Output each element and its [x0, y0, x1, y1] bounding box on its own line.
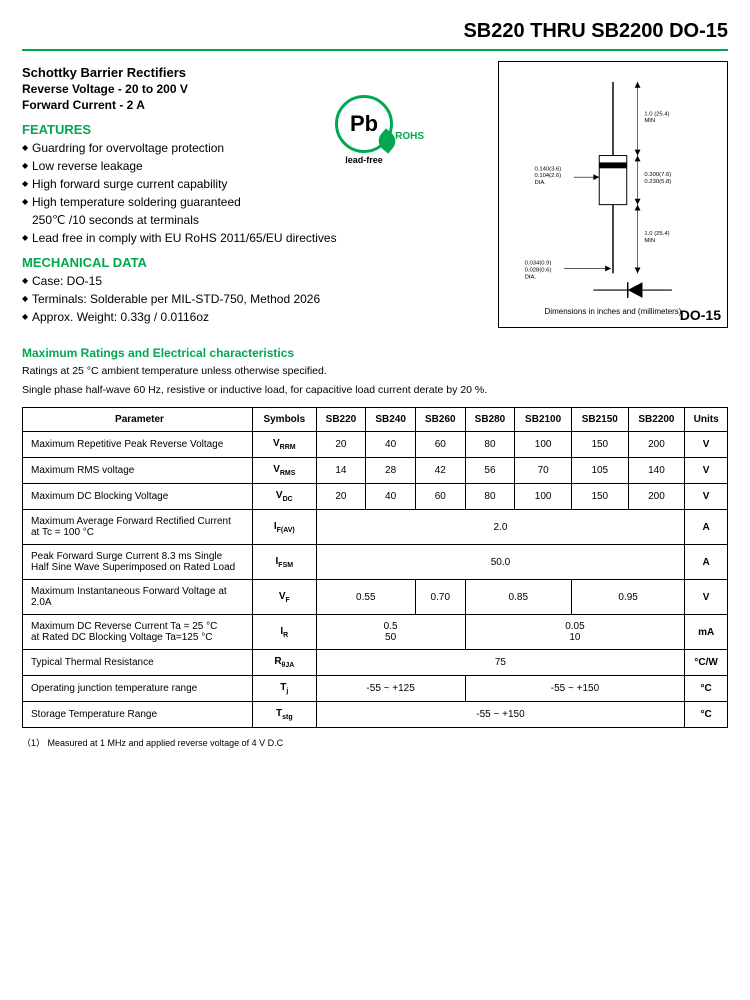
- svg-text:0.300(7.6): 0.300(7.6): [644, 172, 671, 178]
- table-header-row: Parameter Symbols SB220 SB240 SB260 SB28…: [23, 408, 728, 432]
- feature-item: Lead free in comply with EU RoHS 2011/65…: [22, 231, 488, 245]
- table-row: Operating junction temperature rangeTj-5…: [23, 676, 728, 702]
- table-row: Typical Thermal ResistanceRθJA75°C/W: [23, 650, 728, 676]
- left-column: Schottky Barrier Rectifiers Reverse Volt…: [22, 61, 488, 328]
- rohs-symbol: Pb: [350, 111, 378, 137]
- feature-item: 250℃ /10 seconds at terminals: [22, 213, 488, 227]
- col-sb240: SB240: [366, 408, 416, 432]
- col-units: Units: [685, 408, 728, 432]
- table-body: Maximum Repetitive Peak Reverse VoltageV…: [23, 432, 728, 728]
- footnote: （1） Measured at 1 MHz and applied revers…: [22, 736, 728, 749]
- col-sb2100: SB2100: [515, 408, 572, 432]
- col-sb280: SB280: [465, 408, 515, 432]
- mech-item: Case: DO-15: [22, 274, 488, 288]
- table-note-2: Single phase half-wave 60 Hz, resistive …: [22, 383, 728, 398]
- rohs-icon: Pb ROHS: [335, 95, 393, 153]
- table-row: Maximum DC Reverse Current Ta = 25 °Cat …: [23, 615, 728, 650]
- dim-top-2: MIN: [644, 118, 655, 124]
- feature-item: Low reverse leakage: [22, 159, 488, 173]
- col-parameter: Parameter: [23, 408, 253, 432]
- mech-item: Terminals: Solderable per MIL-STD-750, M…: [22, 292, 488, 306]
- page-title: SB220 THRU SB2200 DO-15: [22, 20, 728, 51]
- svg-text:0.034(0.9): 0.034(0.9): [525, 261, 552, 267]
- table-row: Maximum DC Blocking VoltageVDC2040608010…: [23, 484, 728, 510]
- rohs-side: ROHS: [395, 131, 424, 142]
- col-sb260: SB260: [415, 408, 465, 432]
- spec-line-1: Reverse Voltage - 20 to 200 V: [22, 82, 488, 96]
- ratings-table: Parameter Symbols SB220 SB240 SB260 SB28…: [22, 407, 728, 728]
- spec-line-2: Forward Current - 2 A: [22, 98, 488, 112]
- col-symbols: Symbols: [253, 408, 317, 432]
- table-row: Maximum Average Forward Rectified Curren…: [23, 510, 728, 545]
- svg-text:0.104(2.6): 0.104(2.6): [534, 173, 561, 179]
- table-heading: Maximum Ratings and Electrical character…: [22, 346, 728, 360]
- dim-top-1: 1.0 (25.4): [644, 111, 669, 117]
- rohs-badge: Pb ROHS lead-free: [335, 95, 393, 165]
- col-sb2150: SB2150: [571, 408, 628, 432]
- package-svg: 1.0 (25.4) MIN 0.300(7.6) 0.230(5.8) 0.1…: [505, 70, 721, 300]
- col-sb2200: SB2200: [628, 408, 685, 432]
- table-row: Maximum RMS voltageVRMS1428425670105140V: [23, 458, 728, 484]
- rohs-text: lead-free: [335, 155, 393, 165]
- feature-item: Guardring for overvoltage protection: [22, 141, 488, 155]
- svg-text:1.0 (25.4): 1.0 (25.4): [644, 231, 669, 237]
- mechanical-list: Case: DO-15 Terminals: Solderable per MI…: [22, 274, 488, 324]
- svg-text:0.028(0.6): 0.028(0.6): [525, 267, 552, 273]
- package-label: DO-15: [680, 307, 721, 323]
- features-list: Guardring for overvoltage protection Low…: [22, 141, 488, 245]
- svg-text:0.140(3.6): 0.140(3.6): [534, 166, 561, 172]
- svg-text:DIA.: DIA.: [525, 274, 537, 280]
- package-diagram: 1.0 (25.4) MIN 0.300(7.6) 0.230(5.8) 0.1…: [498, 61, 728, 328]
- col-sb220: SB220: [316, 408, 366, 432]
- mech-item: Approx. Weight: 0.33g / 0.0116oz: [22, 310, 488, 324]
- table-row: Storage Temperature RangeTstg-55 ~ +150°…: [23, 702, 728, 728]
- subtitle: Schottky Barrier Rectifiers: [22, 65, 488, 80]
- svg-text:DIA.: DIA.: [534, 180, 546, 186]
- table-row: Peak Forward Surge Current 8.3 ms Single…: [23, 545, 728, 580]
- feature-item: High temperature soldering guaranteed: [22, 195, 488, 209]
- svg-text:0.230(5.8): 0.230(5.8): [644, 179, 671, 185]
- svg-text:MIN: MIN: [644, 238, 655, 244]
- mechanical-heading: MECHANICAL DATA: [22, 255, 488, 270]
- table-row: Maximum Repetitive Peak Reverse VoltageV…: [23, 432, 728, 458]
- table-note-1: Ratings at 25 °C ambient temperature unl…: [22, 364, 728, 379]
- feature-item: High forward surge current capability: [22, 177, 488, 191]
- table-row: Maximum Instantaneous Forward Voltage at…: [23, 580, 728, 615]
